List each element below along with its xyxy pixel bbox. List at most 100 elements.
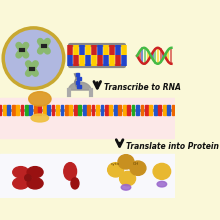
Bar xyxy=(136,105,139,110)
Bar xyxy=(149,110,152,115)
Ellipse shape xyxy=(27,167,43,178)
Bar xyxy=(172,105,174,110)
Circle shape xyxy=(3,28,64,88)
Bar xyxy=(3,105,6,110)
Bar xyxy=(52,105,55,110)
Bar xyxy=(77,77,81,80)
Bar xyxy=(47,110,50,115)
Bar xyxy=(77,85,81,88)
Bar xyxy=(52,110,55,115)
Bar xyxy=(132,105,134,110)
Bar xyxy=(109,105,112,110)
Bar xyxy=(167,105,170,110)
Bar xyxy=(101,110,103,115)
Bar xyxy=(158,105,161,110)
Bar xyxy=(149,105,152,110)
Bar xyxy=(105,105,108,110)
Bar xyxy=(141,110,143,115)
Bar xyxy=(76,73,79,76)
Bar xyxy=(78,110,81,115)
Bar xyxy=(141,105,143,110)
Polygon shape xyxy=(69,82,91,90)
Bar xyxy=(16,105,19,110)
Bar xyxy=(43,105,46,110)
Bar xyxy=(118,105,121,110)
Text: cyto: cyto xyxy=(111,161,120,170)
Bar xyxy=(163,105,165,110)
Bar xyxy=(87,105,90,110)
Bar xyxy=(92,105,94,110)
Ellipse shape xyxy=(31,114,49,122)
Bar xyxy=(154,110,157,115)
Bar xyxy=(61,105,63,110)
Bar xyxy=(21,110,23,115)
Bar xyxy=(154,105,157,110)
Ellipse shape xyxy=(157,181,167,187)
Bar xyxy=(12,105,15,110)
Bar xyxy=(29,110,32,115)
Bar xyxy=(70,105,72,110)
Bar xyxy=(7,110,10,115)
Bar xyxy=(0,110,1,115)
Ellipse shape xyxy=(64,163,77,180)
Bar xyxy=(65,110,68,115)
Bar xyxy=(43,110,46,115)
Ellipse shape xyxy=(13,178,29,189)
Ellipse shape xyxy=(27,178,43,189)
Bar xyxy=(61,110,63,115)
Bar xyxy=(29,105,32,110)
Bar xyxy=(0,154,175,198)
Bar xyxy=(114,110,117,115)
Bar xyxy=(96,105,99,110)
Ellipse shape xyxy=(29,92,51,106)
Bar xyxy=(25,110,28,115)
Bar xyxy=(7,105,10,110)
Ellipse shape xyxy=(13,167,29,178)
Bar xyxy=(118,110,121,115)
Bar xyxy=(3,110,6,115)
Bar xyxy=(87,110,90,115)
Bar xyxy=(145,105,148,110)
Bar xyxy=(123,110,126,115)
Ellipse shape xyxy=(153,163,171,179)
Bar xyxy=(25,105,28,110)
Bar xyxy=(163,110,165,115)
Bar xyxy=(96,110,99,115)
Bar xyxy=(56,105,59,110)
Ellipse shape xyxy=(71,178,79,189)
Bar xyxy=(101,105,103,110)
Bar xyxy=(0,98,175,138)
Bar xyxy=(0,105,1,110)
Bar xyxy=(70,110,72,115)
Bar xyxy=(172,110,174,115)
Bar xyxy=(38,105,41,110)
Ellipse shape xyxy=(121,185,131,190)
Bar xyxy=(114,105,117,110)
Bar xyxy=(76,81,79,84)
Bar xyxy=(83,110,86,115)
Bar xyxy=(123,105,126,110)
Bar xyxy=(74,105,77,110)
Bar xyxy=(78,105,81,110)
Bar xyxy=(105,110,108,115)
Bar xyxy=(83,105,86,110)
Bar xyxy=(65,105,68,110)
Bar xyxy=(132,110,134,115)
Bar xyxy=(21,105,23,110)
Text: Translate into Protein: Translate into Protein xyxy=(126,142,219,151)
Bar xyxy=(109,110,112,115)
Bar xyxy=(127,105,130,110)
Text: Transcribe to RNA: Transcribe to RNA xyxy=(104,83,181,92)
Bar xyxy=(158,110,161,115)
Bar xyxy=(136,110,139,115)
Bar xyxy=(34,105,37,110)
Bar xyxy=(38,110,41,115)
Bar xyxy=(74,110,77,115)
Bar xyxy=(92,110,94,115)
Bar xyxy=(16,110,19,115)
Ellipse shape xyxy=(118,155,134,169)
Bar xyxy=(127,110,130,115)
Bar xyxy=(167,110,170,115)
Circle shape xyxy=(25,175,31,181)
Bar xyxy=(47,105,50,110)
